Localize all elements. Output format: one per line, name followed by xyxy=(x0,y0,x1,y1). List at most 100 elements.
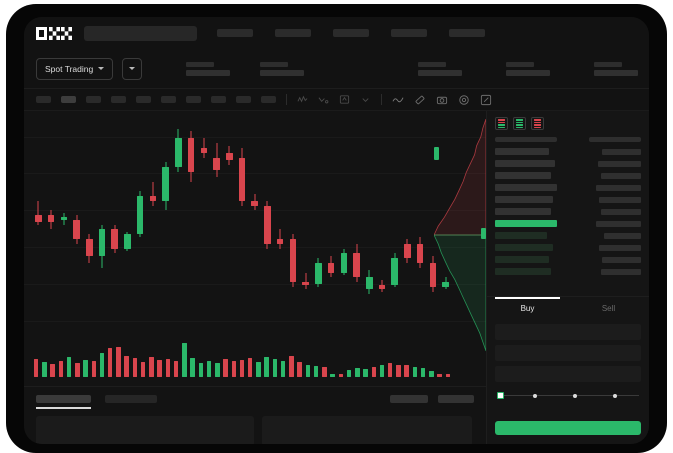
volume-bar xyxy=(404,365,409,377)
nav-item-1[interactable] xyxy=(217,29,253,37)
ticker-stat-2 xyxy=(260,61,306,76)
ob-col-price xyxy=(495,137,557,142)
volume-bar xyxy=(387,363,393,377)
bottom-panel-1[interactable] xyxy=(36,416,254,444)
camera-icon[interactable] xyxy=(436,94,448,106)
nav-item-3[interactable] xyxy=(333,29,369,37)
volume-bar xyxy=(322,366,327,377)
timeframe-2[interactable] xyxy=(86,96,101,103)
search-input[interactable] xyxy=(84,25,197,41)
orders-tab-bar xyxy=(24,386,486,444)
compare-icon[interactable] xyxy=(339,94,350,105)
ruler-icon[interactable] xyxy=(414,94,426,106)
order-book-mark-row[interactable] xyxy=(495,219,641,228)
volume-bar xyxy=(379,365,385,377)
volume-bar xyxy=(223,359,228,377)
timeframe-9[interactable] xyxy=(261,96,276,103)
toolbar-divider-2 xyxy=(381,94,382,105)
timeframe-6[interactable] xyxy=(186,96,201,103)
tab-sell[interactable]: Sell xyxy=(601,303,616,313)
submit-order-button[interactable] xyxy=(495,421,641,435)
candle xyxy=(404,119,411,304)
slider-stop-50[interactable] xyxy=(573,393,577,398)
volume-bar xyxy=(83,360,88,377)
order-field-2[interactable] xyxy=(495,345,641,361)
settings-icon[interactable] xyxy=(458,94,470,106)
order-book-row[interactable] xyxy=(495,183,641,192)
slider-stop-75[interactable] xyxy=(613,393,617,398)
logo-glyph-k xyxy=(48,26,60,40)
order-book-rows[interactable] xyxy=(495,147,641,276)
timeframe-7[interactable] xyxy=(211,96,226,103)
volume-bar xyxy=(239,360,245,377)
order-book-row[interactable] xyxy=(495,267,641,276)
order-field-3[interactable] xyxy=(495,366,641,382)
timeframe-0[interactable] xyxy=(36,96,51,103)
slider-handle[interactable] xyxy=(497,392,504,399)
buy-sell-tabs: Buy Sell xyxy=(487,297,649,319)
volume-bar xyxy=(116,347,121,377)
nav-item-2[interactable] xyxy=(275,29,311,37)
ob-size-cell xyxy=(599,244,641,251)
active-tab-underline xyxy=(36,407,91,409)
bottom-tab-1[interactable] xyxy=(36,395,91,403)
chevron-down-icon[interactable] xyxy=(360,94,371,105)
volume-bar xyxy=(264,357,269,377)
timeframe-1[interactable] xyxy=(61,96,76,103)
nav-item-4[interactable] xyxy=(391,29,427,37)
candle xyxy=(60,119,68,304)
bid-price-marker xyxy=(481,228,486,239)
okx-logo[interactable] xyxy=(36,26,72,40)
ob-size-cell xyxy=(602,256,641,263)
volume-bar xyxy=(330,373,335,377)
ob-price-cell xyxy=(495,184,557,191)
order-book-row[interactable] xyxy=(495,231,641,240)
ob-mode-bids[interactable] xyxy=(513,117,526,130)
candle xyxy=(98,119,106,304)
nav-item-5[interactable] xyxy=(449,29,485,37)
order-book-header xyxy=(495,137,641,142)
order-book-row[interactable] xyxy=(495,255,641,264)
nav-items xyxy=(217,29,485,37)
volume-series xyxy=(32,343,452,377)
ob-mode-both[interactable] xyxy=(495,117,508,130)
timeframe-5[interactable] xyxy=(161,96,176,103)
fullscreen-icon[interactable] xyxy=(480,94,492,106)
logo-glyph-x xyxy=(61,26,72,40)
bottom-tab-2[interactable] xyxy=(105,395,157,403)
bottom-actions xyxy=(390,395,474,403)
order-book-row[interactable] xyxy=(495,171,641,180)
line-chart-icon[interactable] xyxy=(392,94,404,105)
slider-stop-25[interactable] xyxy=(533,393,537,398)
amount-percent-slider[interactable] xyxy=(497,391,639,400)
depth-overlay xyxy=(434,119,486,351)
trading-mode-dropdown[interactable]: Spot Trading xyxy=(36,57,114,80)
order-book-row[interactable] xyxy=(495,243,641,252)
price-chart[interactable] xyxy=(24,111,486,386)
bottom-action-1[interactable] xyxy=(390,395,428,403)
chart-toolbar xyxy=(24,89,649,111)
tab-buy[interactable]: Buy xyxy=(487,297,568,319)
bottom-panel-2[interactable] xyxy=(262,416,472,444)
order-book-row[interactable] xyxy=(495,147,641,156)
ob-mode-asks[interactable] xyxy=(531,117,544,130)
indicator-icon[interactable] xyxy=(318,94,329,105)
order-book-row[interactable] xyxy=(495,195,641,204)
timeframe-8[interactable] xyxy=(236,96,251,103)
candlestick-type-icon[interactable] xyxy=(297,94,308,105)
timeframe-3[interactable] xyxy=(111,96,126,103)
ask-price-marker xyxy=(434,147,439,160)
timeframe-4[interactable] xyxy=(136,96,151,103)
order-form-panel: Buy Sell xyxy=(486,296,649,444)
pair-select-dropdown[interactable] xyxy=(122,57,143,80)
order-field-1[interactable] xyxy=(495,324,641,340)
bottom-action-2[interactable] xyxy=(438,395,474,403)
candle xyxy=(162,119,169,304)
volume-bar xyxy=(75,363,80,377)
ticker-bar: Spot Trading xyxy=(24,49,649,89)
ob-price-cell xyxy=(495,208,551,215)
candle xyxy=(47,119,55,304)
order-book-row[interactable] xyxy=(495,207,641,216)
order-book-row[interactable] xyxy=(495,159,641,168)
ob-size-cell xyxy=(603,232,641,239)
